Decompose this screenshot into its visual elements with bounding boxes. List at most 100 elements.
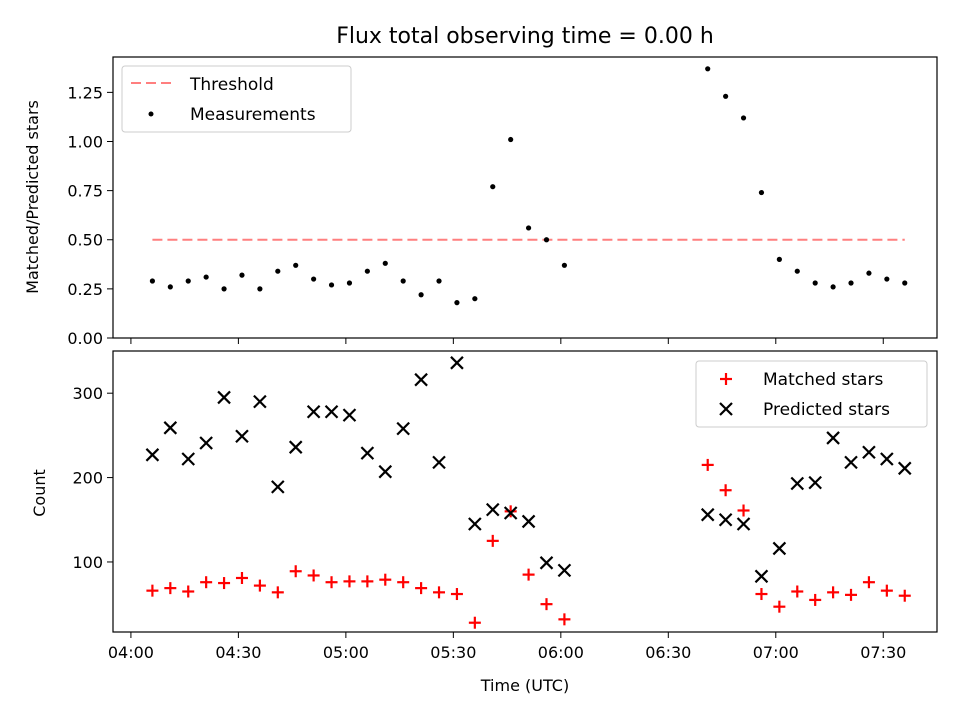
predicted-star-point [163, 421, 178, 435]
x-tick-label: 06:00 [538, 643, 584, 662]
predicted-star-point [396, 421, 410, 436]
matched-stars-points [146, 458, 911, 629]
measurement-point [149, 278, 156, 284]
measurement-point [328, 282, 335, 288]
bottom-y-ticks: 100 200 300 [72, 384, 113, 572]
measurement-point [794, 268, 800, 274]
predicted-star-point [199, 436, 213, 450]
predicted-star-point [754, 569, 769, 584]
measurement-point [740, 115, 747, 121]
matched-star-point [253, 579, 266, 592]
x-tick-label: 07:30 [860, 643, 906, 662]
top-y-tick-label: 0.25 [67, 280, 103, 299]
matched-star-point [433, 586, 446, 599]
matched-star-point [504, 505, 517, 518]
matched-star-point [289, 565, 302, 578]
measurement-point [490, 184, 496, 190]
matched-star-point [343, 575, 356, 588]
predicted-star-point [145, 448, 160, 462]
bottom-legend-box [695, 360, 928, 428]
matched-star-point [845, 588, 858, 601]
legend-threshold-label: Threshold [189, 75, 274, 95]
measurement-point [472, 296, 478, 302]
measurement-point [436, 278, 442, 284]
matched-star-point [397, 576, 410, 589]
x-tick-label: 05:30 [430, 643, 476, 662]
bottom-y-tick-label: 100 [72, 553, 103, 572]
bottom-panel: 100 200 300 04:00 04:30 05:00 05:30 06:00 06:30… [30, 350, 938, 695]
matched-star-point [468, 616, 481, 629]
matched-star-point [898, 589, 911, 602]
legend-measurements-label: Measurements [190, 105, 316, 125]
matched-star-point [271, 586, 284, 599]
predicted-star-point [880, 452, 894, 466]
predicted-star-point [414, 372, 428, 387]
predicted-star-point [288, 440, 303, 454]
top-x-ticks [130, 338, 884, 344]
predicted-star-point [324, 404, 339, 419]
top-y-tick-label: 0.00 [67, 329, 103, 348]
predicted-star-point [736, 517, 751, 531]
top-legend-box [121, 65, 352, 133]
measurement-point [884, 276, 890, 282]
predicted-star-point [521, 514, 536, 529]
bottom-y-axis-label: Count [30, 469, 49, 517]
measurement-point [382, 260, 388, 266]
measurement-point [167, 284, 173, 290]
matched-star-point [415, 582, 428, 595]
matched-star-point [540, 598, 553, 611]
measurement-point [185, 278, 191, 284]
matched-star-point [235, 571, 248, 584]
legend-predicted-label: Predicted stars [763, 400, 890, 420]
predicted-star-point [468, 517, 482, 531]
predicted-star-point [306, 404, 321, 419]
matched-star-point [522, 568, 535, 581]
top-legend: Threshold Measurements [121, 65, 352, 133]
matched-star-point [701, 458, 714, 471]
matched-star-point [880, 584, 893, 597]
matched-star-point [719, 484, 732, 497]
predicted-star-point [235, 429, 249, 444]
measurement-point [275, 268, 281, 274]
measurement-point [561, 262, 568, 268]
predicted-star-point [808, 475, 822, 490]
measurement-point [203, 274, 209, 280]
measurement-point [346, 280, 353, 286]
x-tick-label: 04:00 [108, 643, 154, 662]
measurement-point [705, 66, 711, 72]
measurement-point [866, 270, 872, 276]
predicted-stars-points [145, 356, 912, 584]
top-y-tick-label: 0.50 [67, 231, 103, 250]
predicted-star-point [181, 452, 196, 466]
measurement-point [293, 262, 299, 268]
measurement-point [812, 280, 818, 286]
measurement-point [525, 225, 532, 231]
measurement-point [311, 276, 317, 282]
matched-star-point [755, 588, 768, 601]
predicted-star-point [700, 507, 715, 522]
bottom-y-tick-label: 200 [72, 469, 103, 488]
measurement-point [902, 280, 908, 286]
predicted-star-point [897, 461, 912, 476]
measurement-point [454, 300, 460, 306]
top-y-tick-label: 1.00 [67, 132, 103, 151]
x-tick-label: 06:30 [645, 643, 691, 662]
predicted-star-point [432, 455, 446, 470]
matched-star-point [862, 576, 875, 589]
matched-star-point [164, 582, 177, 595]
top-y-axis-label: Matched/Predicted stars [23, 100, 42, 294]
legend-matched-swatch [720, 373, 732, 385]
predicted-star-point [826, 431, 840, 445]
matched-star-point [737, 504, 750, 517]
matched-star-point [827, 586, 840, 599]
measurement-point [257, 286, 263, 292]
measurement-point [543, 237, 550, 243]
measurement-point [830, 284, 836, 290]
matched-star-point [361, 575, 374, 588]
matched-star-point [558, 613, 571, 626]
matched-star-point [200, 576, 213, 589]
predicted-star-point [450, 356, 464, 370]
measurement-point [239, 272, 245, 278]
measurement-point [221, 286, 227, 292]
